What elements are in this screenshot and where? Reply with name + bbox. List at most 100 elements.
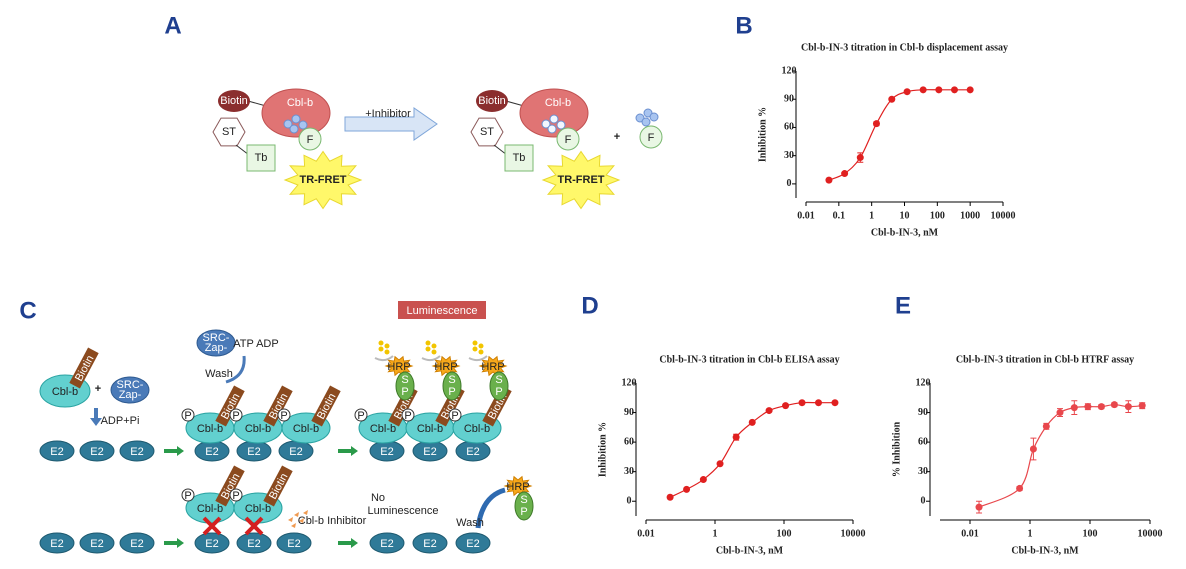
panel-label: A [164, 12, 181, 39]
biotin-bar [69, 347, 99, 389]
y-tick-label: 60 [918, 436, 928, 447]
biotin-bar [215, 385, 245, 427]
substrate-dot [472, 346, 478, 352]
biotin-bar [263, 385, 293, 427]
sp-text: P [448, 386, 455, 398]
sp-text: S [495, 374, 502, 386]
protein-text: Cbl-b [464, 423, 490, 435]
data-point [903, 88, 911, 96]
x-tick-label: 1000 [960, 210, 980, 221]
sp-conjugate [489, 371, 509, 401]
byproduct-text: ADP+Pi [101, 415, 140, 427]
protein-text: Cbl-b [293, 423, 319, 435]
wash-arrow [475, 487, 506, 529]
data-point [815, 399, 822, 407]
data-point [872, 120, 880, 128]
ligand-dot [283, 119, 293, 129]
probe-text: F [648, 132, 655, 144]
e2-substrate [79, 440, 115, 462]
no-signal-text: Luminescence [368, 505, 439, 517]
inhibitor-mark [291, 523, 296, 528]
plus: + [614, 131, 620, 143]
probe [556, 127, 580, 151]
e2-substrate [119, 532, 155, 554]
ligand-dot [541, 119, 551, 129]
signal-burst [283, 150, 363, 210]
e2-text: E2 [50, 538, 63, 550]
ligand-dot [291, 114, 301, 124]
data-point [748, 418, 756, 426]
label-text: Tb [513, 152, 526, 164]
e2-substrate [39, 532, 75, 554]
y-tick-label: 120 [916, 377, 931, 388]
x-tick-label: 0.01 [797, 210, 815, 221]
y-tick-label: 90 [624, 407, 634, 418]
y-tick-label: 30 [624, 466, 634, 477]
ligand-dot [289, 124, 299, 134]
probe [639, 125, 663, 149]
biotin-text: Biotin [220, 95, 248, 107]
e2-text: E2 [130, 538, 143, 550]
ligand-dot [298, 120, 308, 130]
e2-text: E2 [423, 538, 436, 550]
data-point [841, 170, 849, 178]
data-point [1084, 403, 1092, 411]
ligand-dot [547, 124, 557, 134]
e2-text: E2 [380, 446, 393, 458]
biotin-text: Biotin [478, 95, 506, 107]
enzyme-text: Zap- [205, 342, 228, 354]
e2-text: E2 [247, 446, 260, 458]
data-point [666, 493, 674, 501]
signal-text: TR-FRET [299, 174, 346, 186]
x-tick-label: 10000 [991, 210, 1016, 221]
y-tick-label: 120 [622, 377, 637, 388]
connector [247, 100, 267, 107]
y-axis-label: Inhibition % [757, 107, 768, 162]
phospho-text: P [232, 410, 239, 422]
e2-text: E2 [247, 538, 260, 550]
fit-curve [669, 401, 835, 498]
data-point [683, 485, 691, 493]
data-point [1056, 409, 1064, 417]
data-point [798, 399, 806, 407]
substrate-dot [425, 346, 431, 352]
phospho-text: P [184, 490, 191, 502]
phospho [181, 408, 195, 422]
e2-text: E2 [205, 538, 218, 550]
protein-text: Cbl-b [370, 423, 396, 435]
panel-label: D [581, 292, 598, 319]
x-axis-label: Cbl-b-IN-3, nM [1011, 545, 1079, 556]
e2-text: E2 [466, 446, 479, 458]
substrate-dot [384, 349, 390, 355]
e2-text: E2 [287, 538, 300, 550]
data-point [1138, 402, 1146, 410]
protein-text: Cbl-b [52, 386, 78, 398]
substrate-dot [378, 340, 384, 346]
biotin-text: Biotin [73, 353, 97, 383]
e2-substrate [369, 532, 405, 554]
probe [298, 127, 322, 151]
x-tick-label: 0.01 [961, 528, 979, 539]
data-point [765, 407, 773, 415]
x-tick-label: 10000 [1138, 528, 1163, 539]
protein-text: Cbl-b [287, 97, 313, 109]
e2-text: E2 [90, 538, 103, 550]
substrate-dot [431, 343, 437, 349]
x-tick-label: 1 [1028, 528, 1033, 539]
hrp-link [421, 355, 441, 362]
biotin-tag [218, 90, 250, 112]
phospho [229, 408, 243, 422]
sp-text: P [520, 506, 527, 518]
terbium [504, 144, 534, 172]
chart-title: Cbl-b-IN-3 titration in Cbl-b displaceme… [801, 42, 1008, 53]
substrate-dot [472, 340, 478, 346]
phospho-text: P [451, 410, 458, 422]
hrp-link [374, 355, 394, 362]
data-point [975, 503, 983, 511]
readout-text: Luminescence [407, 305, 478, 317]
connector [505, 100, 525, 107]
hrp-text: HRP [434, 361, 457, 373]
y-tick-label: 60 [784, 122, 794, 133]
sp-conjugate [395, 371, 415, 401]
